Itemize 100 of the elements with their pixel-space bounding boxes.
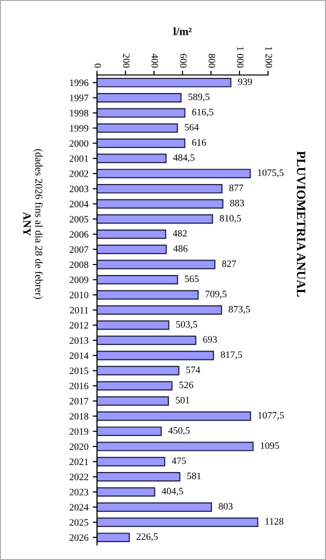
data-label: 564 bbox=[184, 124, 199, 130]
bar bbox=[97, 123, 178, 133]
data-label: 486 bbox=[173, 245, 188, 252]
bar bbox=[97, 214, 214, 224]
y-tick-label: 1999 bbox=[70, 125, 88, 132]
bar bbox=[97, 396, 169, 406]
x-axis-title: l/m² bbox=[173, 27, 192, 36]
x-tick-label: 200 bbox=[123, 54, 130, 68]
text: PLUVIOMETRIA ANUAL bbox=[296, 151, 306, 297]
y-tick-label: 2011 bbox=[70, 306, 88, 314]
bar bbox=[97, 184, 223, 194]
data-label: 565 bbox=[185, 276, 199, 282]
data-label: 817,5 bbox=[220, 351, 242, 360]
data-label: 404,5 bbox=[162, 488, 184, 496]
y-tick-label: 2024 bbox=[70, 504, 89, 511]
x-tick-label: 400 bbox=[152, 54, 158, 68]
y-tick-label: 2006 bbox=[70, 231, 88, 238]
y-tick-label: 2008 bbox=[70, 261, 88, 268]
x-tick-label: 0 bbox=[94, 64, 102, 68]
bar bbox=[97, 93, 182, 102]
y-tick-label: 2009 bbox=[70, 276, 88, 284]
data-label: 883 bbox=[230, 200, 244, 206]
bar bbox=[97, 199, 224, 209]
y-tick-label: 2025 bbox=[70, 519, 88, 526]
y-tick-label: 2003 bbox=[70, 186, 88, 192]
bar bbox=[97, 502, 212, 512]
bar bbox=[97, 229, 166, 239]
data-label: 226,5 bbox=[136, 533, 158, 542]
bar bbox=[97, 411, 252, 421]
y-tick-label: 2002 bbox=[70, 170, 88, 178]
bar bbox=[97, 426, 162, 436]
y-tick-label: 2007 bbox=[70, 246, 88, 253]
y-tick-label: 2022 bbox=[70, 474, 88, 480]
bar bbox=[97, 305, 222, 315]
x-tick-label: 800 bbox=[208, 54, 216, 68]
bar bbox=[97, 472, 180, 482]
y-tick-label: 2019 bbox=[70, 428, 88, 435]
bar bbox=[97, 244, 167, 254]
data-label: 503,5 bbox=[176, 321, 198, 329]
y-tick-label: 2004 bbox=[70, 200, 89, 208]
data-label: 877 bbox=[229, 184, 244, 192]
y-tick-label: 1996 bbox=[70, 80, 88, 86]
y-tick-label: 2000 bbox=[70, 140, 88, 147]
bar bbox=[97, 138, 186, 148]
y-tick-label: 2015 bbox=[70, 368, 88, 374]
bar bbox=[97, 168, 251, 178]
data-label: 616,5 bbox=[192, 108, 214, 117]
bar bbox=[97, 381, 173, 391]
data-label: 1075,5 bbox=[258, 169, 284, 178]
data-label: 1128 bbox=[266, 518, 284, 525]
y-tick-label: 2026 bbox=[70, 534, 88, 541]
y-tick-label: 2001 bbox=[70, 155, 88, 162]
bar bbox=[97, 260, 216, 270]
y-tick-label: 2010 bbox=[70, 292, 88, 298]
bar bbox=[97, 320, 170, 330]
data-label: 616 bbox=[192, 139, 206, 146]
data-label: 810,5 bbox=[220, 214, 241, 223]
data-label: 484,5 bbox=[173, 154, 194, 162]
y-tick-label: 2017 bbox=[70, 398, 88, 404]
bar bbox=[97, 274, 178, 284]
y-tick-label: 1998 bbox=[70, 110, 88, 116]
bar bbox=[97, 290, 199, 300]
bar bbox=[97, 532, 130, 542]
x-tick-label: 1 000 bbox=[237, 47, 244, 68]
data-label: 827 bbox=[222, 260, 236, 267]
bar bbox=[97, 487, 156, 497]
data-label: 939 bbox=[238, 78, 252, 86]
data-label: 1095 bbox=[260, 442, 280, 449]
y-tick-label: 2023 bbox=[70, 488, 88, 496]
text: (dades 2026 fins al dia 28 de febrer) bbox=[33, 149, 43, 299]
bar bbox=[97, 108, 186, 118]
x-tick-label: 600 bbox=[180, 54, 187, 68]
data-label: 475 bbox=[172, 458, 186, 464]
y-tick-label: 2020 bbox=[70, 443, 88, 450]
data-label: 501 bbox=[176, 396, 190, 404]
bar bbox=[97, 456, 166, 466]
bar bbox=[97, 78, 232, 88]
data-label: 803 bbox=[218, 502, 233, 510]
bar bbox=[97, 350, 214, 360]
y-tick-label: 2012 bbox=[70, 322, 88, 329]
data-label: 709,5 bbox=[206, 290, 227, 299]
data-label: 1077,5 bbox=[258, 412, 284, 420]
data-label: 581 bbox=[187, 472, 201, 480]
data-label: 693 bbox=[203, 336, 217, 343]
data-label: 482 bbox=[172, 230, 187, 237]
bar bbox=[97, 366, 180, 376]
bar bbox=[97, 154, 167, 164]
y-tick-label: 2018 bbox=[70, 413, 88, 420]
x-tick-label: 1 200 bbox=[266, 47, 272, 68]
bar bbox=[97, 518, 258, 527]
y-axis-title: ANY bbox=[23, 212, 31, 236]
bar bbox=[97, 442, 254, 452]
y-tick-label: 2013 bbox=[70, 337, 88, 344]
data-label: 450,5 bbox=[168, 427, 190, 436]
data-label: 589,5 bbox=[188, 94, 210, 102]
y-tick-label: 1997 bbox=[70, 94, 88, 102]
data-label: 526 bbox=[179, 382, 194, 388]
y-tick-label: 2021 bbox=[70, 458, 88, 466]
y-tick-label: 2016 bbox=[70, 382, 88, 390]
bar bbox=[97, 336, 196, 346]
